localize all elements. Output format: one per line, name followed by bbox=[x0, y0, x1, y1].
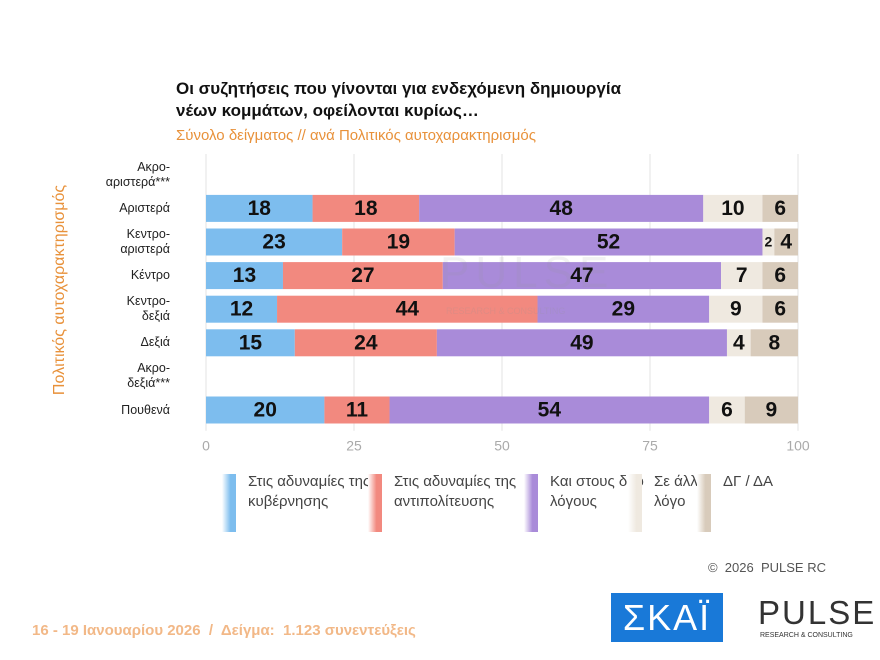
legend-swatch bbox=[524, 474, 538, 532]
legend-item: Και στους δύο λόγους bbox=[524, 472, 645, 536]
bar-segment bbox=[206, 228, 343, 256]
data-label: 13 bbox=[233, 264, 256, 287]
bar-segment bbox=[537, 295, 710, 323]
legend-item: Σε άλλο λόγο bbox=[628, 472, 714, 536]
bar-segment bbox=[750, 329, 798, 357]
legend-item: Στις αδυναμίες της κυβέρνησης bbox=[222, 472, 388, 536]
y-tick-label: Κεντρο- δεξιά bbox=[126, 294, 170, 324]
skai-logo: ΣΚΑΪ bbox=[611, 593, 723, 642]
legend-label: Στις αδυναμίες της κυβέρνησης bbox=[248, 473, 371, 510]
bar-segment bbox=[419, 194, 704, 222]
bar-segment bbox=[312, 194, 420, 222]
legend-label: Στις αδυναμίες της αντιπολίτευσης bbox=[394, 473, 517, 510]
y-tick-label: Κεντρο- αριστερά bbox=[120, 227, 170, 256]
pulse-logo: PULSE bbox=[758, 594, 877, 631]
data-label: 54 bbox=[538, 399, 562, 422]
data-label: 27 bbox=[351, 264, 374, 287]
chart-subtitle: Σύνολο δείγματος // ανά Πολιτικός αυτοχα… bbox=[176, 127, 536, 144]
bar-segment bbox=[703, 194, 763, 222]
x-tick-label: 100 bbox=[786, 438, 810, 454]
data-label: 6 bbox=[774, 197, 786, 220]
legend-swatch bbox=[628, 474, 642, 532]
data-label: 4 bbox=[780, 231, 792, 254]
data-label: 20 bbox=[254, 399, 277, 422]
y-tick-label: Ακρο- δεξιά*** bbox=[127, 361, 170, 391]
y-tick-label: Πουθενά bbox=[121, 402, 170, 417]
data-label: 47 bbox=[570, 264, 593, 287]
data-label: 8 bbox=[768, 331, 780, 354]
pulse-tagline: RESEARCH & CONSULTING bbox=[760, 632, 853, 639]
x-tick-label: 75 bbox=[642, 438, 658, 454]
legend-swatch bbox=[368, 474, 382, 532]
bar-segment bbox=[206, 329, 295, 357]
data-label: 10 bbox=[721, 197, 744, 220]
data-label: 52 bbox=[597, 231, 620, 254]
y-tick-label: Δεξιά bbox=[140, 335, 170, 350]
legend-swatch bbox=[697, 474, 711, 532]
legend-label: ΔΓ / ΔΑ bbox=[723, 473, 773, 490]
bar-segment bbox=[442, 262, 722, 290]
copyright: © 2026 PULSE RC bbox=[708, 560, 826, 575]
footer: 16 - 19 Ιανουαρίου 2026 / Δείγμα: 1.123 … bbox=[32, 622, 416, 639]
data-label: 48 bbox=[550, 197, 574, 220]
bar-segment bbox=[454, 228, 763, 256]
data-label: 18 bbox=[248, 197, 272, 220]
bar-segment bbox=[294, 329, 437, 357]
bar-segment bbox=[744, 396, 798, 424]
bar-segment bbox=[277, 295, 538, 323]
data-label: 29 bbox=[612, 298, 635, 321]
bar-segment bbox=[774, 228, 798, 256]
data-label: 15 bbox=[239, 331, 263, 354]
bar-segment bbox=[342, 228, 455, 256]
y-tick-label: Ακρο- αριστερά*** bbox=[105, 159, 170, 189]
data-label: 23 bbox=[262, 231, 285, 254]
bar-segment bbox=[709, 396, 745, 424]
data-label: 11 bbox=[346, 399, 369, 422]
data-label: 9 bbox=[730, 298, 742, 321]
data-label: 9 bbox=[766, 399, 778, 422]
bar-segment bbox=[762, 262, 798, 290]
bar-segment bbox=[709, 295, 763, 323]
legend-label: Και στους δύο λόγους bbox=[550, 473, 644, 510]
watermark-tagline: RESEARCH & CONSULTING bbox=[446, 306, 566, 316]
bar-segment bbox=[324, 396, 390, 424]
data-label: 6 bbox=[721, 399, 733, 422]
bar-segment bbox=[436, 329, 727, 357]
x-tick-label: 25 bbox=[346, 438, 362, 454]
bar-segment bbox=[282, 262, 443, 290]
bar-segment bbox=[389, 396, 710, 424]
watermark: PULSE bbox=[440, 248, 615, 297]
bar-segment bbox=[206, 295, 278, 323]
data-label: 6 bbox=[774, 264, 786, 287]
data-label: 7 bbox=[736, 264, 748, 287]
data-label: 12 bbox=[230, 298, 253, 321]
y-tick-label: Αριστερά bbox=[119, 200, 170, 215]
legend-item: Στις αδυναμίες της αντιπολίτευσης bbox=[368, 472, 544, 536]
data-label: 44 bbox=[396, 298, 420, 321]
bar-segment bbox=[762, 194, 798, 222]
data-label: 2 bbox=[765, 234, 773, 250]
data-label: 24 bbox=[354, 331, 378, 354]
x-tick-label: 0 bbox=[202, 438, 210, 454]
y-tick-label: Κέντρο bbox=[130, 268, 170, 283]
data-label: 4 bbox=[733, 331, 745, 354]
bar-segment bbox=[206, 396, 325, 424]
legend-item: ΔΓ / ΔΑ bbox=[697, 472, 793, 536]
data-label: 49 bbox=[570, 331, 593, 354]
legend-swatch bbox=[222, 474, 236, 532]
bar-segment bbox=[762, 295, 798, 323]
bar-segment bbox=[762, 228, 775, 256]
legend-label: Σε άλλο λόγο bbox=[654, 473, 706, 510]
chart-title: Οι συζητήσεις που γίνονται για ενδεχόμεν… bbox=[176, 79, 622, 120]
data-label: 19 bbox=[387, 231, 410, 254]
bar-segment bbox=[721, 262, 763, 290]
x-tick-label: 50 bbox=[494, 438, 510, 454]
bar-segment bbox=[726, 329, 751, 357]
data-label: 18 bbox=[354, 197, 378, 220]
bar-segment bbox=[206, 194, 313, 222]
bar-segment bbox=[206, 262, 283, 290]
data-label: 6 bbox=[774, 298, 786, 321]
